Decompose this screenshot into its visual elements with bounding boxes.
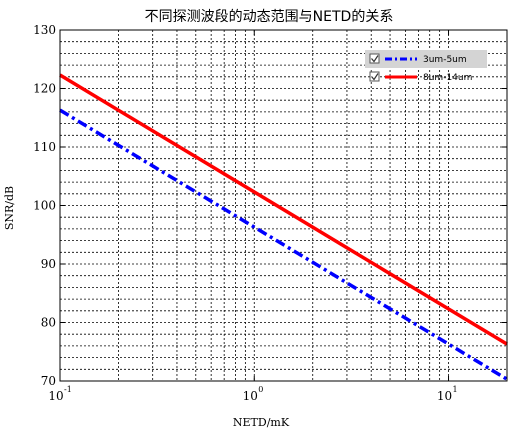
legend: 3um-5um 8um-14um <box>365 50 487 83</box>
x-tick-label: 10 <box>48 389 63 403</box>
series-layer <box>59 73 508 381</box>
x-tick-label: 10 <box>243 389 258 403</box>
y-tick-label: 80 <box>41 316 56 330</box>
x-tick-label-exponent: 0 <box>258 385 263 394</box>
x-tick-label: 10 <box>437 389 452 403</box>
y-tick-label: 90 <box>41 257 56 271</box>
legend-checkbox <box>369 53 380 64</box>
legend-check-icon <box>371 55 379 63</box>
x-tick-label-exponent: 1 <box>453 385 458 394</box>
y-tick-label: 130 <box>33 23 56 37</box>
legend-checkbox <box>369 71 380 82</box>
series-line-2 <box>59 73 508 346</box>
legend-row-highlight <box>365 50 487 68</box>
y-tick-label: 100 <box>33 199 56 213</box>
legend-check-icon <box>371 73 379 81</box>
y-tick-label: 110 <box>33 140 56 154</box>
series-line-1 <box>59 108 508 381</box>
y-axis-label: SNR/dB <box>3 186 16 230</box>
chart-title: 不同探测波段的动态范围与NETD的关系 <box>145 8 394 25</box>
y-tick-label: 70 <box>41 374 56 388</box>
x-tick-label-exponent: -1 <box>64 385 72 394</box>
y-tick-label: 120 <box>33 82 56 96</box>
legend-label: 8um-14um <box>423 73 472 83</box>
grid <box>60 30 507 381</box>
legend-label: 3um-5um <box>423 55 467 65</box>
x-axis-label: NETD/mK <box>233 416 290 429</box>
